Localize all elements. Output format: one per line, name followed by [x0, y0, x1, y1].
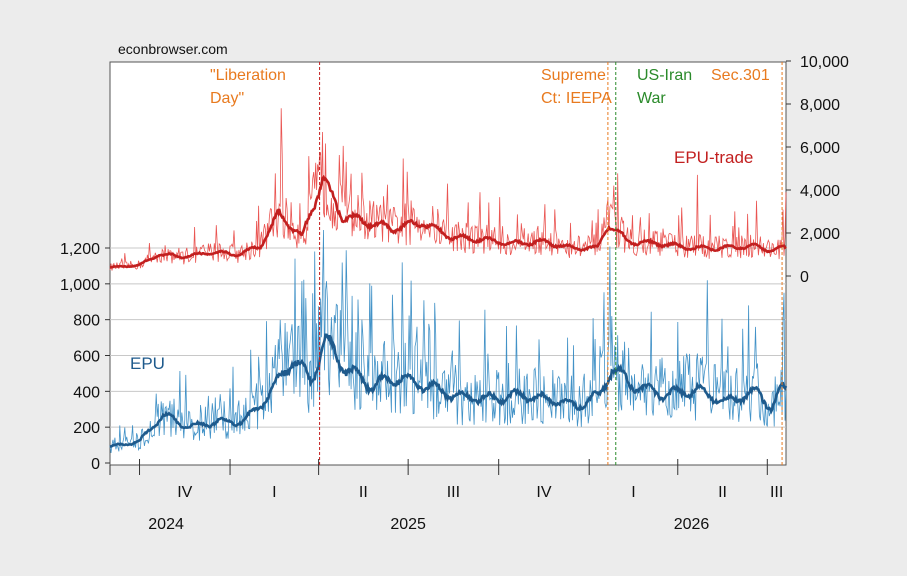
left-tick-label: 0 [91, 456, 100, 473]
year-label: 2024 [148, 516, 184, 533]
left-tick-label: 800 [73, 313, 100, 330]
right-tick-label: 2,000 [800, 226, 840, 243]
annotation-label: US-Iran [637, 67, 692, 84]
annotation-label: Ct: IEEPA [541, 90, 612, 107]
right-tick-label: 10,000 [800, 54, 849, 71]
right-tick-label: 4,000 [800, 183, 840, 200]
quarter-label: IV [177, 484, 192, 501]
annotation-label: Sec.301 [711, 67, 770, 84]
left-tick-label: 200 [73, 420, 100, 437]
right-tick-label: 8,000 [800, 97, 840, 114]
series-label-epu: EPU [130, 354, 165, 373]
quarter-label: I [272, 484, 276, 501]
quarter-label: III [447, 484, 460, 501]
right-tick-label: 6,000 [800, 140, 840, 157]
left-tick-label: 400 [73, 384, 100, 401]
source-label: econbrowser.com [118, 41, 228, 57]
series-label-epu-trade: EPU-trade [674, 148, 753, 167]
annotation-label: "Liberation [210, 67, 286, 84]
left-tick-label: 600 [73, 349, 100, 366]
quarter-label: II [718, 484, 727, 501]
series-epu-daily [109, 229, 787, 454]
left-tick-label: 1,200 [60, 241, 100, 258]
series-epu-trade-smoothed [109, 174, 787, 269]
annotation-label: Supreme [541, 67, 606, 84]
quarter-label: I [631, 484, 635, 501]
quarter-label: III [770, 484, 783, 501]
year-label: 2025 [390, 516, 426, 533]
annotation-label: War [637, 90, 666, 107]
annotation-label: Day" [210, 90, 244, 107]
quarter-label: IV [536, 484, 551, 501]
right-tick-label: 0 [800, 269, 809, 286]
left-tick-label: 1,000 [60, 277, 100, 294]
series-epu-smoothed [109, 333, 788, 449]
quarter-label: II [359, 484, 368, 501]
year-label: 2026 [674, 516, 710, 533]
